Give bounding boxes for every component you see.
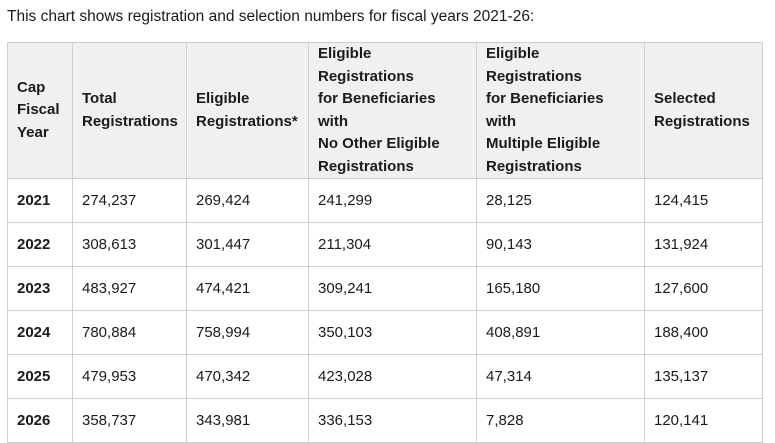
- cell-no-other: 350,103: [308, 310, 477, 355]
- cell-multiple: 47,314: [476, 354, 645, 399]
- header-selected-registrations: Selected Registrations: [644, 42, 763, 179]
- cell-eligible: 343,981: [186, 398, 309, 443]
- cell-eligible: 269,424: [186, 178, 309, 223]
- header-line: Registrations*: [196, 112, 298, 130]
- header-line: Total: [82, 90, 117, 107]
- table-row: 2026 358,737 343,981 336,153 7,828 120,1…: [7, 398, 763, 443]
- cell-year: 2025: [7, 354, 73, 399]
- cell-multiple: 7,828: [476, 398, 645, 443]
- cell-selected: 127,600: [644, 266, 763, 311]
- cell-total: 308,613: [72, 222, 187, 267]
- cell-year: 2021: [7, 178, 73, 223]
- table-row: 2021 274,237 269,424 241,299 28,125 124,…: [7, 178, 763, 223]
- table-row: 2025 479,953 470,342 423,028 47,314 135,…: [7, 354, 763, 399]
- cell-selected: 120,141: [644, 398, 763, 443]
- cell-year: 2022: [7, 222, 73, 267]
- cell-year: 2026: [7, 398, 73, 443]
- cell-eligible: 470,342: [186, 354, 309, 399]
- header-line: Multiple Eligible: [486, 135, 601, 152]
- cell-no-other: 309,241: [308, 266, 477, 311]
- table-row: 2023 483,927 474,421 309,241 165,180 127…: [7, 266, 763, 311]
- header-line: Eligible Registrations: [486, 45, 582, 85]
- cell-eligible: 474,421: [186, 266, 309, 311]
- cell-selected: 124,415: [644, 178, 763, 223]
- header-line: Selected: [654, 90, 716, 107]
- cell-no-other: 241,299: [308, 178, 477, 223]
- header-line: Registrations: [486, 157, 582, 175]
- header-line: Registrations: [82, 112, 178, 130]
- cell-total: 780,884: [72, 310, 187, 355]
- header-line: Cap: [17, 78, 46, 96]
- header-line: Eligible Registrations: [318, 45, 414, 85]
- cell-year: 2023: [7, 266, 73, 311]
- cell-total: 274,237: [72, 178, 187, 223]
- cell-total: 479,953: [72, 354, 187, 399]
- header-no-other-eligible: Eligible Registrations for Beneficiaries…: [308, 42, 477, 179]
- header-line: Year: [17, 123, 49, 141]
- cell-selected: 188,400: [644, 310, 763, 355]
- header-line: Eligible: [196, 90, 250, 107]
- header-cap-fiscal-year: Cap Fiscal Year: [7, 42, 73, 179]
- cell-total: 358,737: [72, 398, 187, 443]
- header-row: Cap Fiscal Year Total Registrations Elig…: [7, 42, 763, 179]
- header-multiple-eligible: Eligible Registrations for Beneficiaries…: [476, 42, 645, 179]
- cell-selected: 131,924: [644, 222, 763, 267]
- header-line: for Beneficiaries with: [486, 90, 604, 130]
- header-line: Registrations: [318, 157, 414, 175]
- cell-no-other: 211,304: [308, 222, 477, 267]
- header-line: Registrations: [654, 112, 750, 130]
- header-eligible-registrations: Eligible Registrations*: [186, 42, 309, 179]
- cell-no-other: 336,153: [308, 398, 477, 443]
- cell-total: 483,927: [72, 266, 187, 311]
- cell-multiple: 408,891: [476, 310, 645, 355]
- cell-multiple: 90,143: [476, 222, 645, 267]
- header-line: for Beneficiaries with: [318, 90, 436, 130]
- cell-no-other: 423,028: [308, 354, 477, 399]
- cell-selected: 135,137: [644, 354, 763, 399]
- header-line: Fiscal: [17, 101, 60, 119]
- cell-year: 2024: [7, 310, 73, 355]
- header-total-registrations: Total Registrations: [72, 42, 187, 179]
- cell-multiple: 165,180: [476, 266, 645, 311]
- cell-eligible: 758,994: [186, 310, 309, 355]
- header-line: No Other Eligible: [318, 135, 440, 152]
- table-caption: This chart shows registration and select…: [7, 8, 535, 25]
- cell-eligible: 301,447: [186, 222, 309, 267]
- table-row: 2022 308,613 301,447 211,304 90,143 131,…: [7, 222, 763, 267]
- cell-multiple: 28,125: [476, 178, 645, 223]
- table-row: 2024 780,884 758,994 350,103 408,891 188…: [7, 310, 763, 355]
- registration-table: Cap Fiscal Year Total Registrations Elig…: [7, 42, 763, 443]
